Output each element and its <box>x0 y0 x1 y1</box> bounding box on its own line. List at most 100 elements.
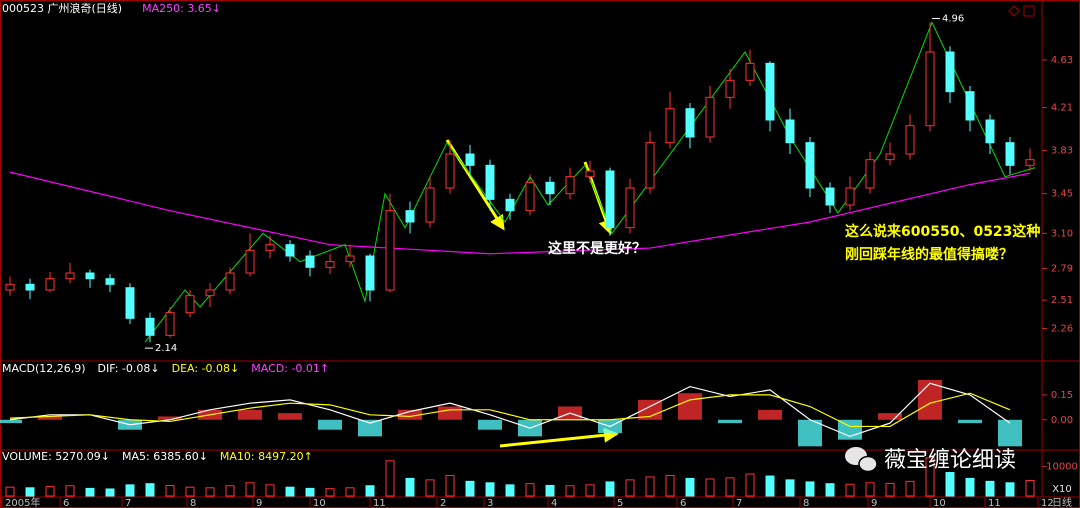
macd-line <box>9 382 1011 438</box>
candle-body <box>105 278 115 285</box>
x-tick-label: 9 <box>256 498 262 508</box>
candle-body <box>605 170 615 229</box>
candle-body <box>25 283 35 291</box>
y-tick-label: 4.63 <box>1051 55 1073 66</box>
candle-body <box>5 283 15 291</box>
candle-body <box>85 272 95 280</box>
volume-bar <box>445 474 455 497</box>
x-tick-label: 3 <box>487 498 493 508</box>
candle-body <box>465 153 475 166</box>
volume-bar <box>385 460 395 497</box>
wechat-logo <box>845 447 878 473</box>
volume-bar <box>525 483 535 497</box>
volume-bar <box>665 474 675 497</box>
window-icons <box>1008 5 1035 17</box>
volume-bar <box>925 457 935 497</box>
candle-body <box>245 249 255 274</box>
volume-bar <box>345 487 355 497</box>
candle-body <box>865 159 875 189</box>
legend-item: DIF: -0.08↓ <box>98 362 160 375</box>
x-tick-label: 6 <box>63 498 69 508</box>
volume-bar <box>305 487 315 497</box>
volume-bar <box>785 479 795 497</box>
volume-bar <box>365 485 375 497</box>
candle-body <box>885 153 895 161</box>
candle-body <box>345 255 355 263</box>
volume-bar <box>5 486 15 497</box>
volume-bar <box>625 479 635 497</box>
candle-body <box>565 176 575 195</box>
volume-bar <box>25 487 35 497</box>
x-tick-label: 12 <box>1041 498 1054 508</box>
macd-bar <box>238 409 262 420</box>
x-tick-label: 11 <box>988 498 1001 508</box>
line <box>144 21 1036 343</box>
macd-bar <box>398 409 422 420</box>
candle-body <box>305 255 315 268</box>
volume-bar <box>325 488 335 497</box>
macd-bar <box>0 419 22 424</box>
point-label: 2.14 <box>155 343 177 354</box>
macd-bar <box>798 419 822 447</box>
macd-bar <box>638 399 662 420</box>
candle-body <box>385 210 395 291</box>
candle-body <box>125 287 135 319</box>
candle-body <box>285 244 295 257</box>
candle-body <box>845 187 855 206</box>
legend-item: MA10: 8497.20↑ <box>220 450 313 463</box>
volume-bar <box>145 483 155 497</box>
candle-body <box>725 79 735 98</box>
candle-body <box>425 187 435 223</box>
macd-bar <box>358 419 382 437</box>
annotation: 这么说来600550、0523这种 <box>845 223 1040 240</box>
x-tick-label: 9 <box>871 498 877 508</box>
volume-bar <box>825 483 835 497</box>
candle-body <box>185 295 195 314</box>
volume-bar <box>705 478 715 497</box>
legend-item: MA250: 3.65↓ <box>142 2 221 15</box>
volume-bar <box>845 483 855 497</box>
candle-body <box>325 261 335 268</box>
volume-bar <box>965 477 975 497</box>
x-tick-label: 4 <box>551 498 557 508</box>
candle-body <box>785 119 795 144</box>
candle-body <box>585 170 595 178</box>
x-tick-label: 8 <box>803 498 809 508</box>
macd-bar <box>758 409 782 420</box>
legend-item: MACD: -0.01↑ <box>251 362 329 375</box>
period-label: 日线 <box>1052 496 1072 508</box>
y-tick-label: 2.79 <box>1051 263 1073 274</box>
y-tick-label: 0.15 <box>1051 390 1073 401</box>
annotation: 刚回踩年线的最值得搞喽？ <box>845 246 1013 263</box>
volume-bar <box>165 484 175 497</box>
volume-bar <box>565 485 575 497</box>
x-tick-label: 10 <box>313 498 326 508</box>
annotation: 这里不是更好？ <box>548 240 646 257</box>
x-tick-label: 7 <box>736 498 742 508</box>
volume-bar <box>905 480 915 497</box>
macd-bar <box>318 419 342 430</box>
legend-item: MA5: 6385.60↓ <box>122 450 208 463</box>
line <box>9 171 1031 255</box>
macd-bar <box>158 416 182 420</box>
volume-bar <box>1025 480 1035 497</box>
candle-body <box>265 244 275 251</box>
x-tick-label: 2 <box>440 498 446 508</box>
macd-bar <box>718 419 742 424</box>
candle-body <box>985 119 995 144</box>
x-tick-label: 6 <box>680 498 686 508</box>
volume-bar <box>425 479 435 497</box>
macd-bar <box>678 393 702 420</box>
legend-item: DEA: -0.08↓ <box>172 362 240 375</box>
candle-body <box>665 108 675 144</box>
volume-bar <box>225 485 235 497</box>
candle-body <box>1005 142 1015 166</box>
volume-bar <box>205 487 215 497</box>
volume-bar <box>885 482 895 497</box>
volume-bar <box>685 477 695 497</box>
macd-bar <box>878 413 902 420</box>
volume-bar <box>85 487 95 497</box>
candle-body <box>365 255 375 291</box>
volume-bar <box>105 488 115 497</box>
candle-body <box>965 91 975 121</box>
